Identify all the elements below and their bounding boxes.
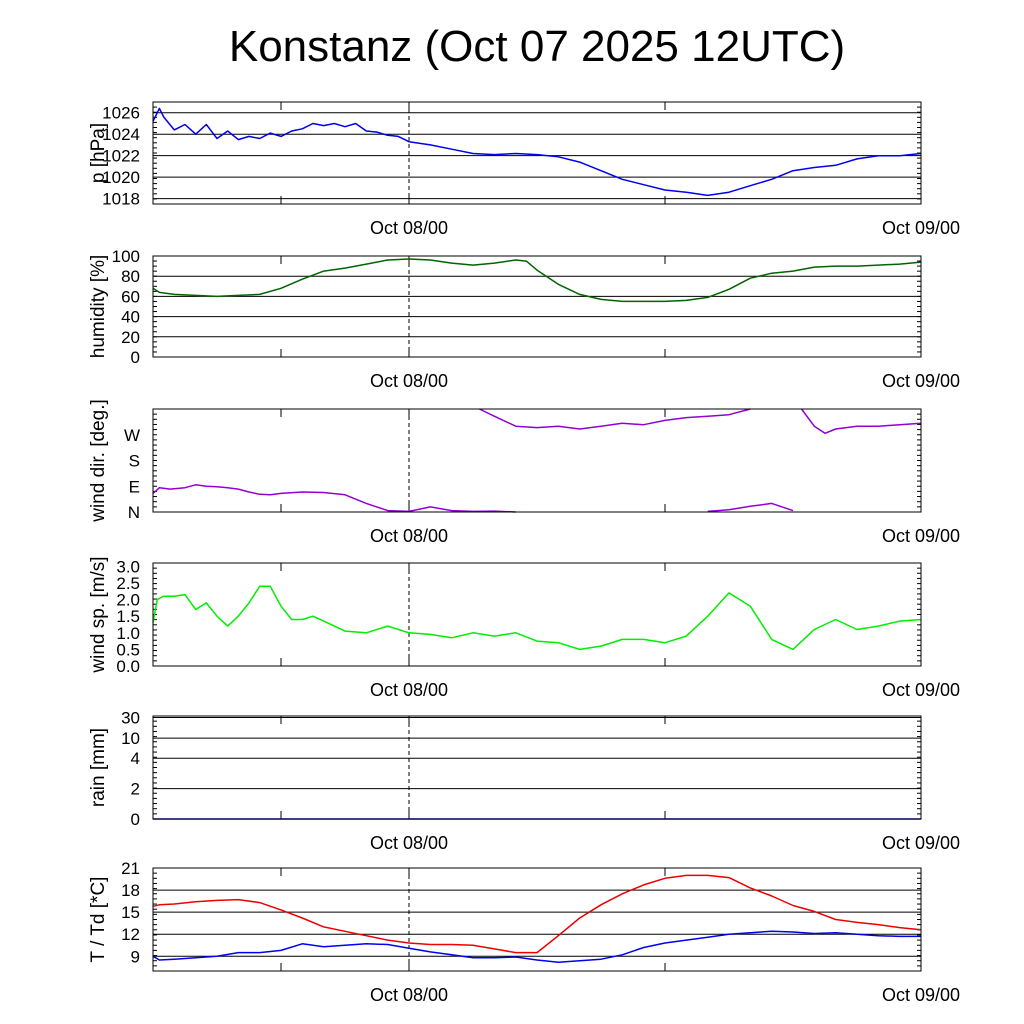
- series-line: [152, 484, 516, 513]
- y-tick-label: 9: [131, 947, 140, 966]
- y-tick-label: 100: [112, 247, 140, 266]
- x-tick-label: Oct 08/00: [370, 218, 448, 238]
- y-tick-label: 18: [121, 881, 140, 900]
- y-tick-label: 20: [121, 328, 140, 347]
- y-axis-label: humidity [%]: [88, 255, 109, 358]
- y-tick-label: 1022: [102, 147, 140, 166]
- x-tick-label: Oct 09/00: [882, 526, 960, 546]
- y-axis-label: wind dir. [deg.]: [88, 399, 109, 523]
- y-tick-label: 40: [121, 308, 140, 327]
- y-tick-label: 1.0: [116, 624, 140, 643]
- y-tick-label: 12: [121, 925, 140, 944]
- y-tick-label: 2.0: [116, 591, 140, 610]
- series-line: [152, 585, 922, 651]
- y-axis-label: T / Td [*C]: [88, 877, 109, 963]
- y-tick-label: 60: [121, 287, 140, 306]
- series-line: [479, 408, 751, 430]
- y-tick-label: N: [128, 503, 140, 522]
- series-line: [152, 258, 922, 303]
- y-tick-label: 1026: [102, 104, 140, 123]
- panel-frame: [152, 255, 922, 358]
- y-tick-label: E: [129, 477, 140, 496]
- x-tick-label: Oct 09/00: [882, 218, 960, 238]
- y-tick-label: S: [129, 452, 140, 471]
- y-tick-label: 15: [121, 903, 140, 922]
- y-axis-label: p [hPa]: [88, 123, 109, 183]
- y-tick-label: 1.5: [116, 607, 140, 626]
- panel-frame: [152, 867, 922, 972]
- chart-title: Konstanz (Oct 07 2025 12UTC): [228, 22, 846, 71]
- panel-frame: [152, 715, 922, 820]
- x-tick-label: Oct 09/00: [882, 680, 960, 700]
- y-tick-label: 0.5: [116, 640, 140, 659]
- panel-frame: [152, 101, 922, 205]
- panel-frame: [152, 408, 922, 513]
- y-tick-label: 0: [131, 348, 140, 367]
- x-tick-label: Oct 08/00: [370, 985, 448, 1005]
- y-tick-label: 1020: [102, 168, 140, 187]
- y-tick-label: W: [124, 426, 140, 445]
- y-tick-label: 0.0: [116, 657, 140, 676]
- series-line: [707, 502, 794, 513]
- y-tick-label: 80: [121, 267, 140, 286]
- y-tick-label: 4: [131, 749, 140, 768]
- y-tick-label: 0: [131, 810, 140, 829]
- y-tick-label: 1018: [102, 190, 140, 209]
- series-line: [152, 930, 921, 963]
- y-axis-label: wind sp. [m/s]: [88, 556, 109, 673]
- series-line: [152, 874, 922, 954]
- y-tick-label: 2: [131, 780, 140, 799]
- x-tick-label: Oct 09/00: [882, 371, 960, 391]
- y-tick-label: 30: [121, 709, 140, 728]
- series-line: [152, 107, 922, 197]
- x-tick-label: Oct 08/00: [370, 833, 448, 853]
- x-tick-label: Oct 08/00: [370, 371, 448, 391]
- x-tick-label: Oct 08/00: [370, 526, 448, 546]
- y-tick-label: 2.5: [116, 574, 140, 593]
- x-tick-label: Oct 08/00: [370, 680, 448, 700]
- x-tick-label: Oct 09/00: [882, 833, 960, 853]
- series-line: [800, 408, 922, 435]
- y-tick-label: 1024: [102, 125, 140, 144]
- y-tick-label: 10: [121, 729, 140, 748]
- y-tick-label: 21: [121, 859, 140, 878]
- y-tick-label: 3.0: [116, 557, 140, 576]
- x-tick-label: Oct 09/00: [882, 985, 960, 1005]
- y-axis-label: rain [mm]: [88, 728, 109, 807]
- panel-frame: [152, 562, 922, 667]
